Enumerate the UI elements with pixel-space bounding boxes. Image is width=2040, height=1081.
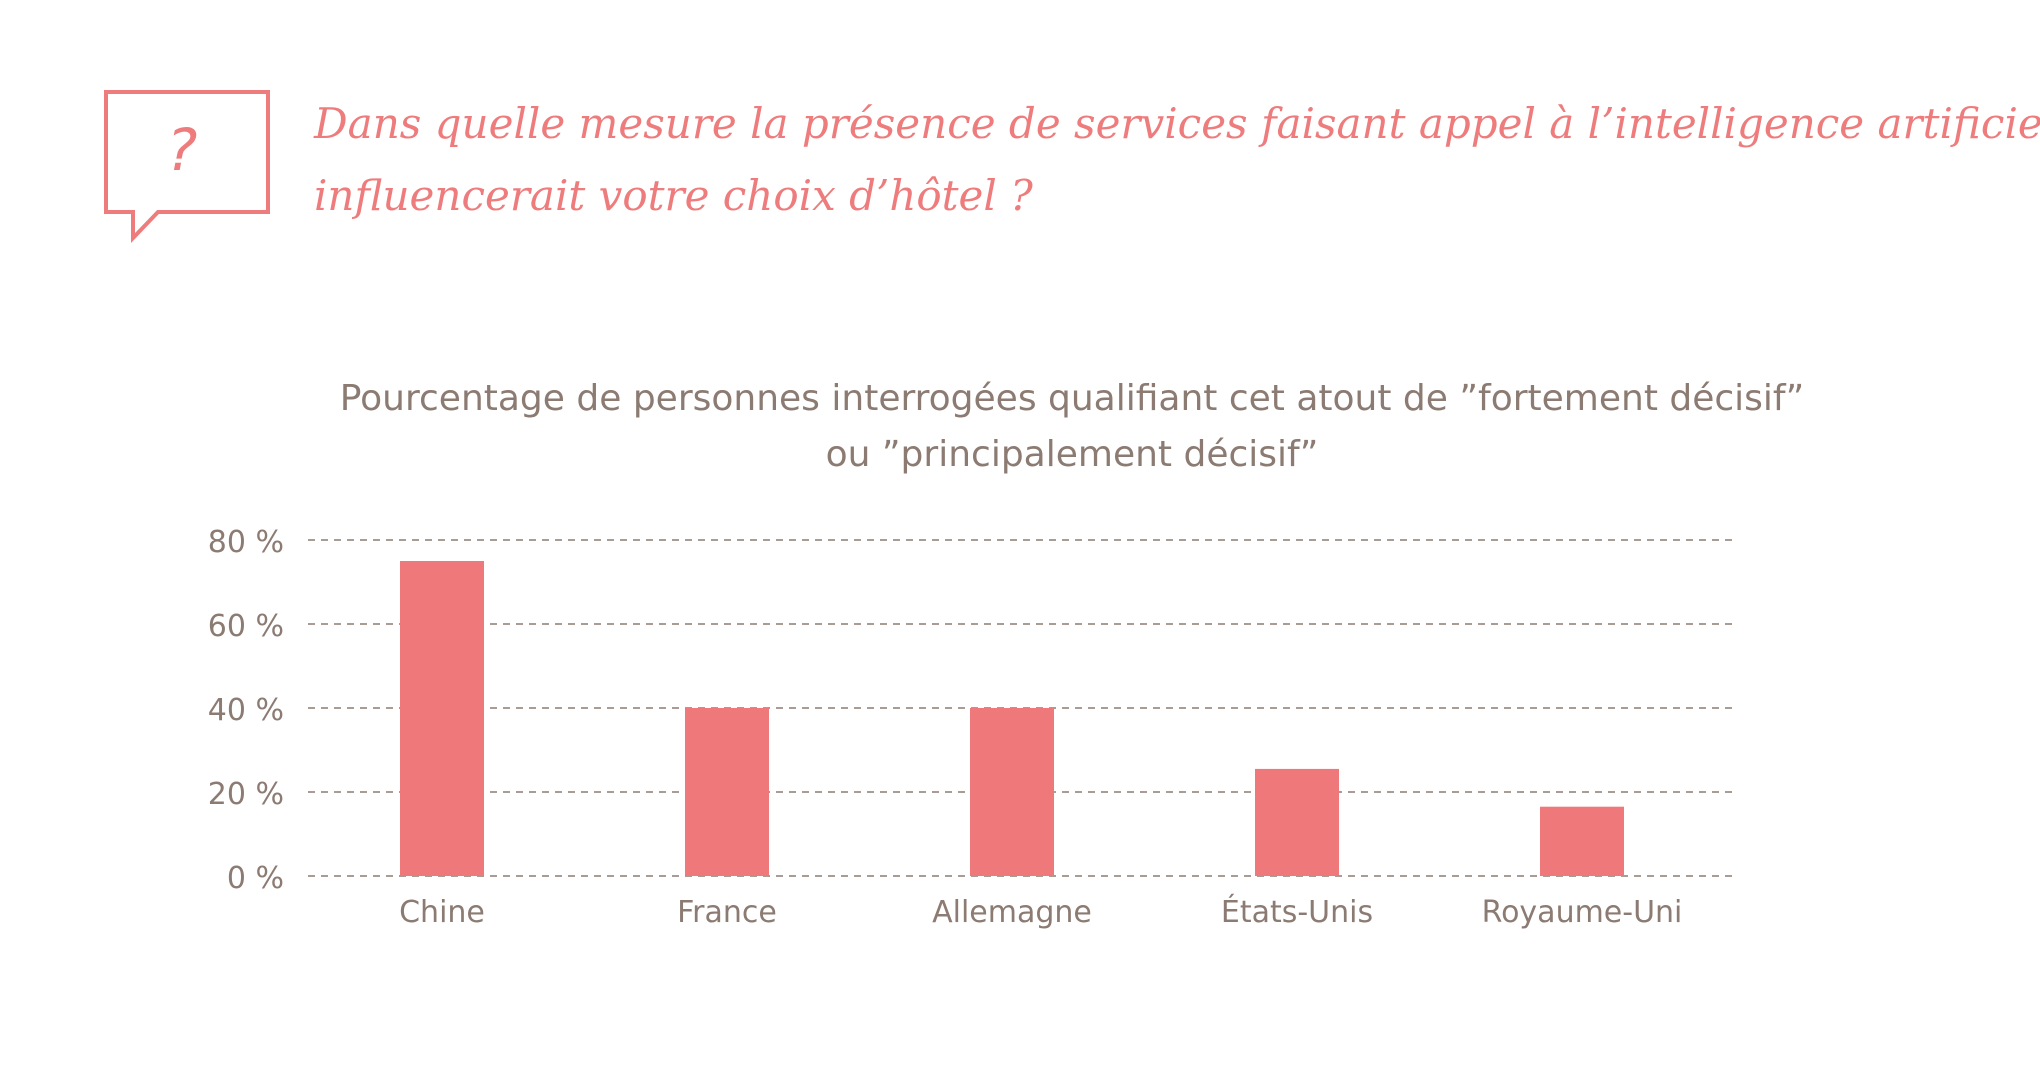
- x-axis: Chine France Allemagne États-Unis Royaume-Un…: [399, 894, 1682, 930]
- x-tick-label: France: [677, 895, 777, 930]
- y-tick-label: 20 %: [208, 777, 284, 812]
- bar: [1255, 768, 1339, 876]
- x-tick-label: Chine: [399, 895, 485, 930]
- chart-title-line-1: Pourcentage de personnes interrogées qua…: [340, 378, 1805, 419]
- y-axis: 0 % 20 % 40 % 60 % 80 %: [208, 525, 284, 896]
- bar: [1540, 806, 1624, 876]
- x-tick-label: Royaume-Uni: [1482, 895, 1683, 930]
- bar: [400, 561, 484, 876]
- y-tick-label: 80 %: [208, 525, 284, 560]
- grid-lines: [308, 539, 1732, 877]
- chart-title-line-2: ou ”principalement décisif”: [826, 434, 1319, 475]
- y-tick-label: 60 %: [208, 609, 284, 644]
- question-title: Dans quelle mesure la présence de servic…: [314, 88, 2040, 232]
- x-tick-label: Allemagne: [932, 895, 1092, 930]
- question-bubble-icon: ?: [104, 90, 274, 260]
- bars: [400, 561, 1624, 876]
- y-tick-label: 0 %: [227, 861, 284, 896]
- x-tick-label: États-Unis: [1221, 894, 1373, 930]
- question-mark: ?: [167, 116, 198, 184]
- y-tick-label: 40 %: [208, 693, 284, 728]
- question-title-line-2: influencerait votre choix d’hôtel ?: [314, 171, 1033, 220]
- bar: [685, 708, 769, 876]
- bar: [970, 708, 1054, 876]
- question-title-line-1: Dans quelle mesure la présence de servic…: [314, 99, 2040, 148]
